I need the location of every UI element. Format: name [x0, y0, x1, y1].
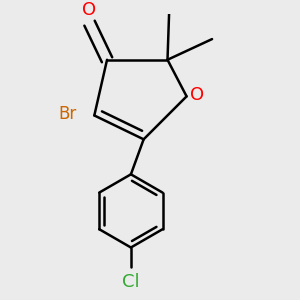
Text: O: O	[190, 86, 204, 104]
Text: O: O	[82, 1, 97, 19]
Text: Br: Br	[58, 105, 76, 123]
Text: Cl: Cl	[122, 273, 140, 291]
